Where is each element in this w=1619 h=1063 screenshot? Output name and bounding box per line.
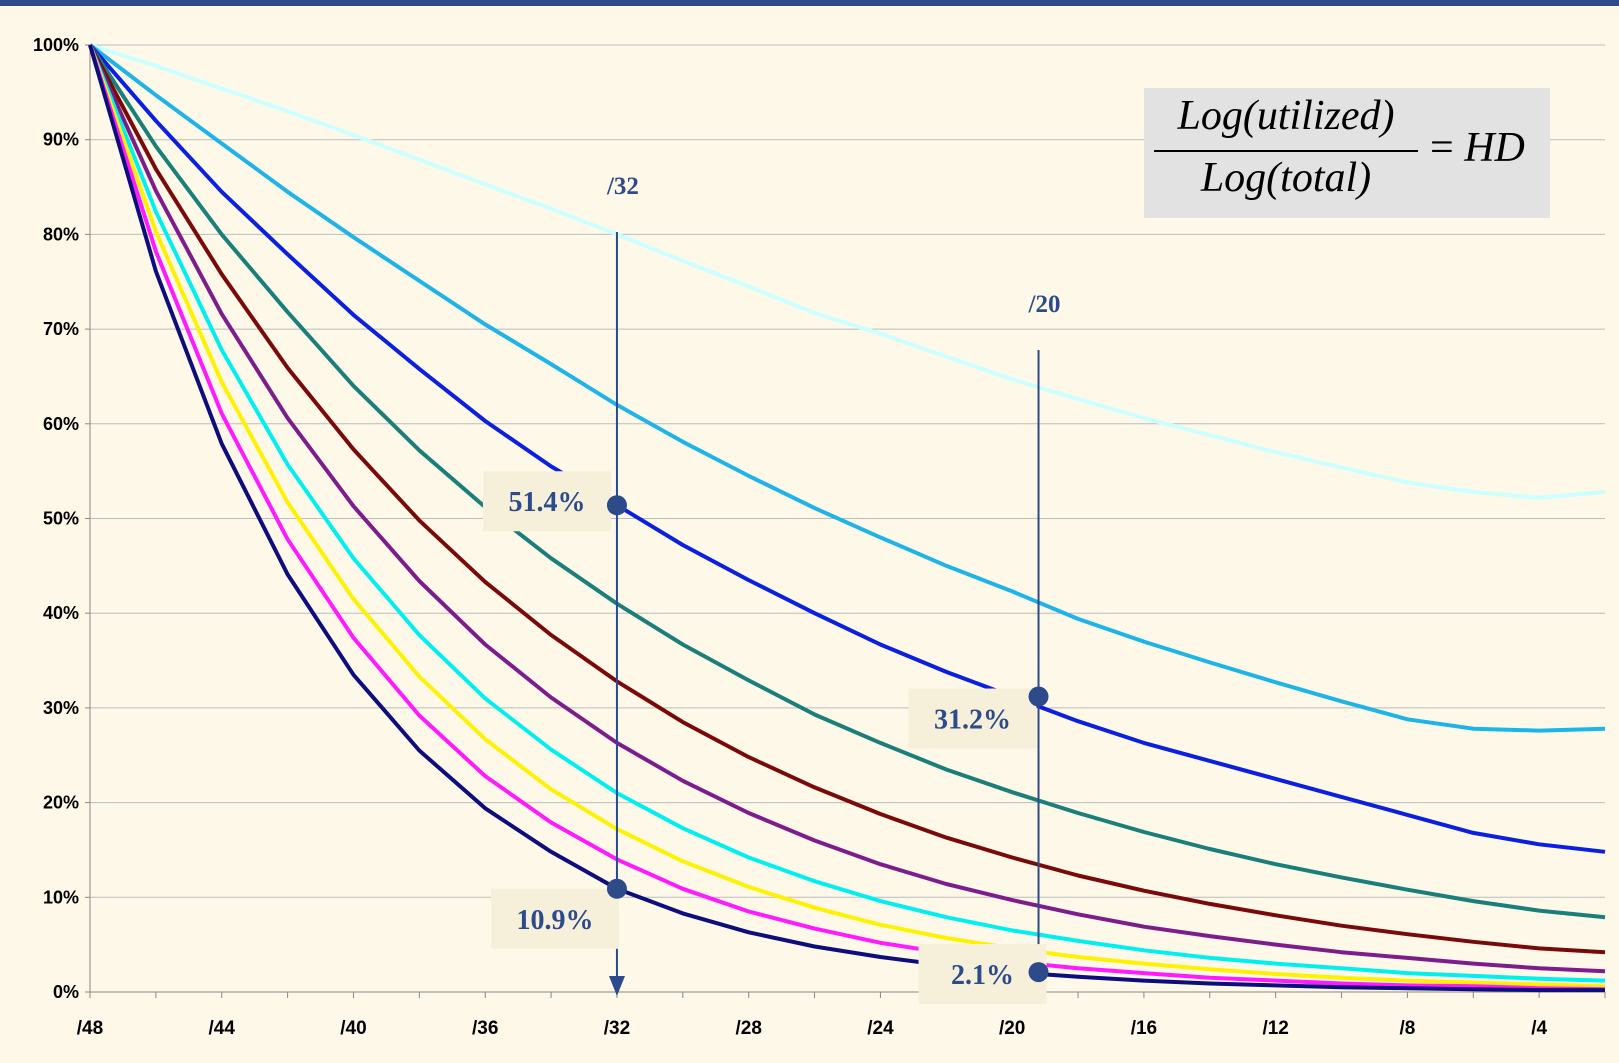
y-tick-label: 90% [43,130,79,150]
y-tick-label: 80% [43,224,79,244]
y-tick-label: 40% [43,603,79,623]
gridlines [90,44,1605,898]
callout-box [908,688,1037,749]
marker-label: /32 [606,173,639,200]
series-line-10 [88,44,1605,993]
x-tick-label: /48 [77,1018,103,1039]
x-tick-label: /40 [340,1018,366,1039]
callout-dot [1028,962,1049,983]
series-line-4 [88,43,1606,920]
y-tick-label: 0% [53,982,79,1002]
callout-label: 51.4% [508,487,585,518]
series-line-7 [88,44,1606,983]
y-tick-label: 100% [33,35,79,55]
x-tick-label: /8 [1399,1018,1415,1039]
x-tick-label: /4 [1531,1018,1547,1039]
marker-label: /20 [1028,291,1061,318]
y-tick-label: 20% [43,793,79,813]
hd-formula-box: Log(utilized) Log(total) = HD [1144,88,1550,218]
x-tick-label: /44 [209,1018,236,1039]
callout-label: 31.2% [934,705,1011,736]
series-lines [88,43,1606,993]
callout-label: 2.1% [951,960,1014,991]
formula-numerator: Log(utilized) [1177,93,1395,139]
callout-box [918,944,1047,1005]
series-line-1 [89,43,1606,500]
x-tick-label: /36 [472,1018,498,1039]
callout-box [482,471,611,532]
y-tick-label: 10% [43,887,79,907]
formula-rhs: = HD [1430,124,1525,172]
y-axis-ticks: 0% 10% 20% 30% 40% 50% 60% 70% 80% 90% 100% [33,35,79,1002]
series-line-2 [88,43,1606,733]
y-tick-label: 70% [43,319,79,339]
y-tick-label: 50% [43,509,79,529]
series-line-5 [88,44,1606,955]
callout-box [490,888,619,949]
marker-arrow [608,976,625,996]
callout-dot [1028,686,1049,707]
x-axis-ticks: /48/44/40/36/32/28/24/20/16/12/8/4 [77,1018,1548,1039]
x-tick-label: /28 [735,1018,761,1039]
fraction-bar [1154,150,1418,152]
callout-dot [606,878,627,899]
series-line-3 [88,43,1606,854]
top-border [0,0,1619,6]
y-tick-label: 60% [43,414,79,434]
x-tick-label: /16 [1131,1018,1157,1039]
y-tick-label: 30% [43,698,79,718]
x-tick-label: /32 [604,1018,630,1039]
formula-result: HD [1464,125,1525,171]
prefix-markers: /32/20 [606,173,1061,996]
x-tick-label: /20 [999,1018,1025,1039]
x-tick-label: /12 [1262,1018,1288,1039]
series-line-6 [88,44,1606,974]
formula-equals: = [1430,125,1454,171]
callout-dot [606,495,627,516]
value-callouts: 51.4% 10.9% 31.2% 2.1% [482,471,1049,1005]
series-line-8 [88,44,1606,989]
series-line-9 [88,44,1606,992]
x-tick-label: /24 [867,1018,894,1039]
callout-label: 10.9% [516,905,593,936]
formula-denominator: Log(total) [1200,155,1372,201]
